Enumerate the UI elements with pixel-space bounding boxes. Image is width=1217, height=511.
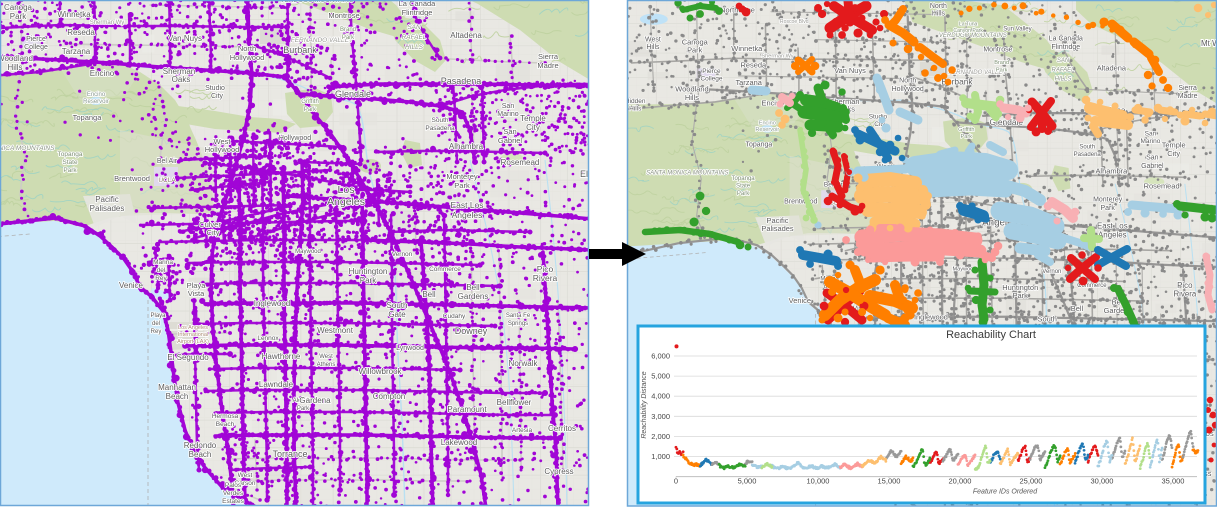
svg-text:1,000: 1,000 — [651, 452, 670, 461]
svg-text:2,000: 2,000 — [651, 432, 670, 441]
svg-text:Reachability Chart: Reachability Chart — [946, 329, 1036, 341]
svg-text:25,000: 25,000 — [1020, 477, 1043, 486]
svg-text:4,000: 4,000 — [651, 392, 670, 401]
svg-text:Mt Wilson: Mt Wilson — [1201, 39, 1217, 48]
svg-text:20,000: 20,000 — [949, 477, 972, 486]
svg-text:6,000: 6,000 — [651, 352, 670, 361]
svg-text:15,000: 15,000 — [878, 477, 901, 486]
svg-text:Reachability Distance: Reachability Distance — [641, 371, 648, 438]
svg-text:3,000: 3,000 — [651, 412, 670, 421]
svg-text:10,000: 10,000 — [807, 477, 830, 486]
svg-text:35,000: 35,000 — [1162, 477, 1185, 486]
svg-text:Feature IDs Ordered: Feature IDs Ordered — [973, 489, 1038, 496]
svg-text:30,000: 30,000 — [1091, 477, 1114, 486]
svg-text:0: 0 — [674, 477, 678, 486]
svg-text:5,000: 5,000 — [651, 372, 670, 381]
svg-text:5,000: 5,000 — [738, 477, 757, 486]
